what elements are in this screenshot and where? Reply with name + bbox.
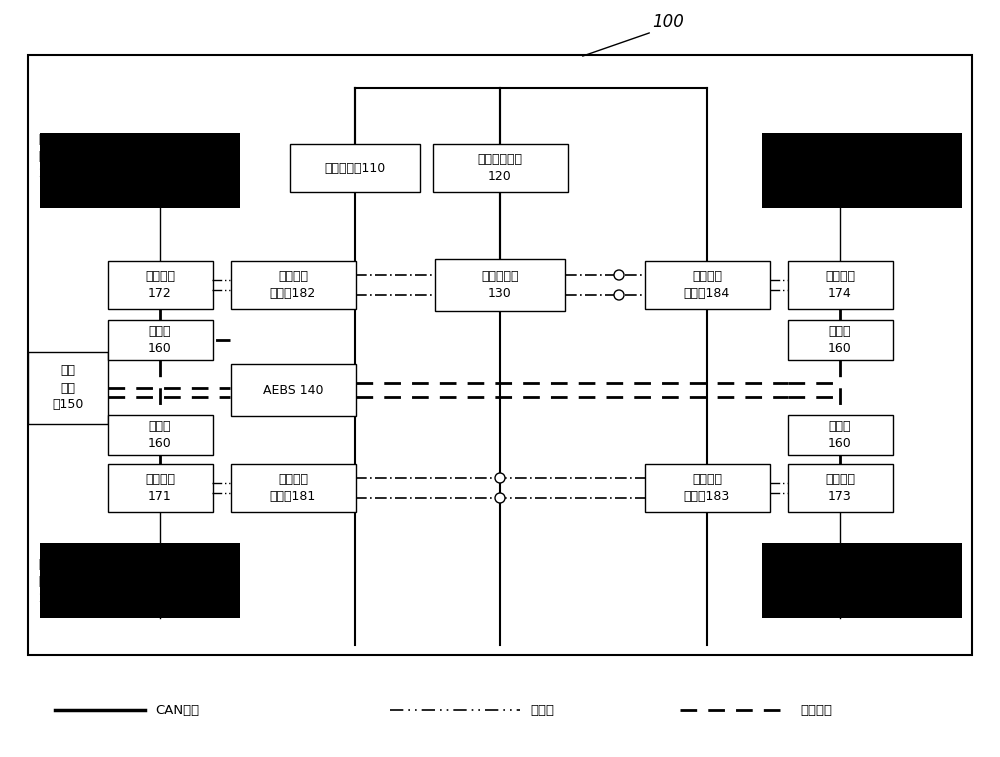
Text: 制动器
160: 制动器 160	[828, 420, 852, 450]
Text: 前轴左
车轮
201: 前轴左 车轮 201	[38, 558, 62, 605]
Text: 整车控制器110: 整车控制器110	[324, 161, 386, 175]
Bar	[788, 464, 893, 512]
Bar	[108, 464, 212, 512]
Bar	[788, 320, 893, 360]
Text: 100: 100	[652, 13, 684, 31]
Bar	[40, 132, 240, 207]
Text: 制动器
160: 制动器 160	[148, 420, 172, 450]
Circle shape	[495, 473, 505, 483]
Text: 左前电机
171: 左前电机 171	[145, 473, 175, 503]
Bar	[644, 464, 770, 512]
Bar	[230, 261, 356, 309]
Text: 制动管路: 制动管路	[800, 703, 832, 716]
Text: 左后电机
控制器183: 左后电机 控制器183	[684, 473, 730, 503]
Bar	[788, 415, 893, 455]
Bar	[788, 261, 893, 309]
Circle shape	[614, 290, 624, 300]
Bar	[290, 144, 420, 192]
Text: AEBS 140: AEBS 140	[263, 384, 323, 397]
Text: 电池管理系统
120: 电池管理系统 120	[478, 153, 522, 183]
Bar	[28, 55, 972, 655]
Text: 右后电机
控制器184: 右后电机 控制器184	[684, 270, 730, 300]
Bar	[40, 543, 240, 618]
Bar	[108, 261, 212, 309]
Bar	[108, 415, 212, 455]
Circle shape	[614, 270, 624, 280]
Bar	[108, 320, 212, 360]
Text: 高压线: 高压线	[530, 703, 554, 716]
Bar	[762, 132, 962, 207]
Bar	[28, 352, 108, 424]
Bar	[644, 261, 770, 309]
Text: CAN总线: CAN总线	[155, 703, 199, 716]
Bar	[432, 144, 568, 192]
Text: 右后电机
174: 右后电机 174	[825, 270, 855, 300]
Text: 右前电机
控制器182: 右前电机 控制器182	[270, 270, 316, 300]
Text: 后轴右
车轮
204: 后轴右 车轮 204	[912, 133, 936, 180]
Text: 左前电机
控制器181: 左前电机 控制器181	[270, 473, 316, 503]
Text: 后轴左
车轮
203: 后轴左 车轮 203	[912, 558, 936, 605]
Text: 右前电机
172: 右前电机 172	[145, 270, 175, 300]
Bar	[435, 259, 565, 311]
Text: 前轴右
车轮
202: 前轴右 车轮 202	[38, 133, 62, 180]
Bar	[762, 543, 962, 618]
Bar	[230, 364, 356, 416]
Text: 左后电机
173: 左后电机 173	[825, 473, 855, 503]
Text: 制动器
160: 制动器 160	[148, 325, 172, 355]
Text: 高压电池包
130: 高压电池包 130	[481, 270, 519, 300]
Circle shape	[495, 493, 505, 503]
Text: 制动器
160: 制动器 160	[828, 325, 852, 355]
Text: 传感
器组
件150: 传感 器组 件150	[52, 365, 84, 412]
Bar	[230, 464, 356, 512]
